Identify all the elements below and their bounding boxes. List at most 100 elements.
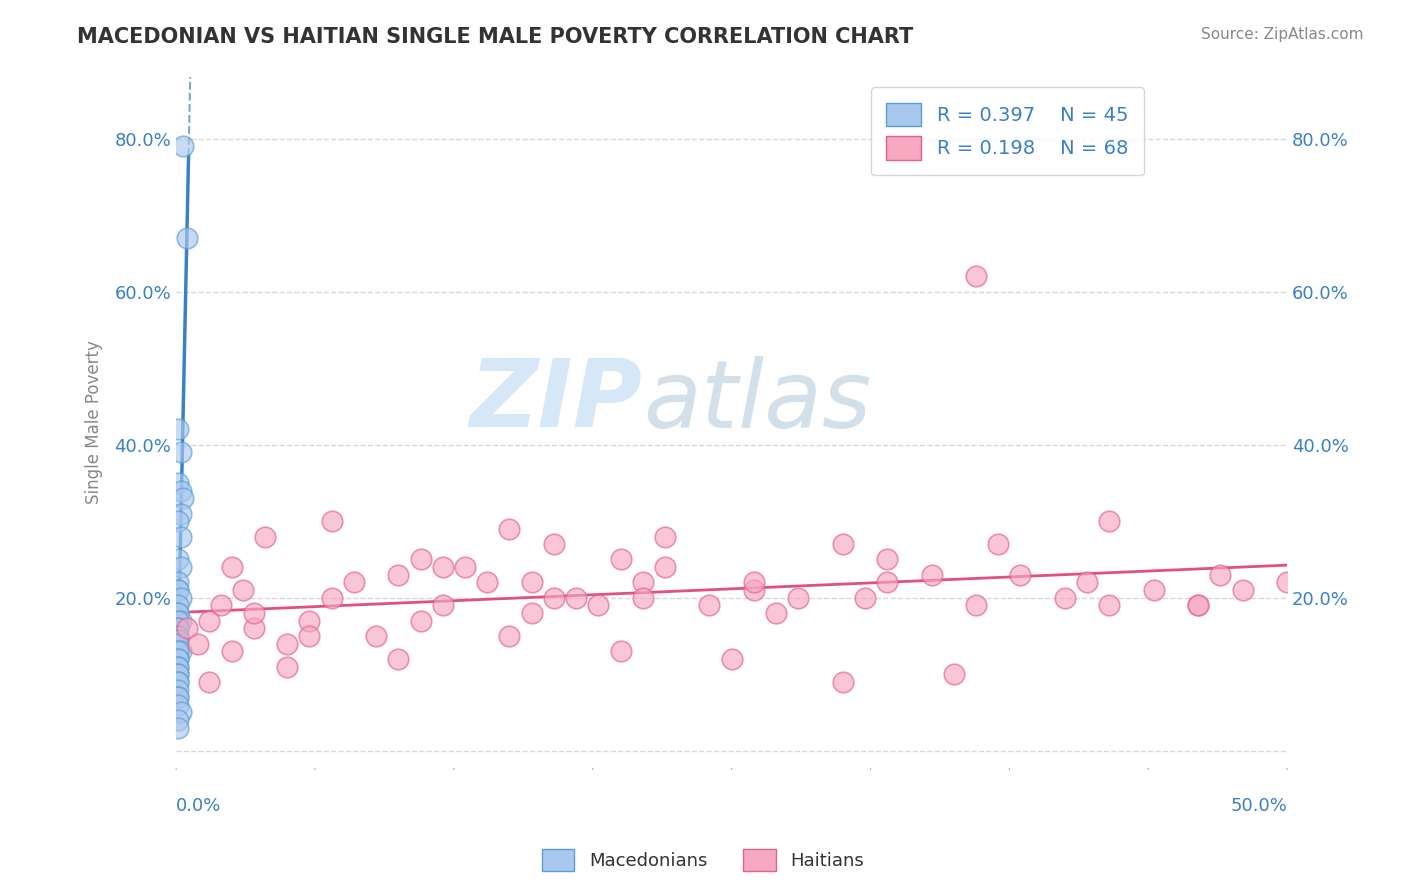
Point: [543, 591, 565, 605]
Text: MACEDONIAN VS HAITIAN SINGLE MALE POVERTY CORRELATION CHART: MACEDONIAN VS HAITIAN SINGLE MALE POVERT…: [77, 27, 914, 46]
Point: [167, 667, 190, 681]
Point: [167, 659, 190, 673]
Point: [477, 575, 499, 590]
Point: [167, 552, 190, 566]
Point: [1232, 583, 1254, 598]
Point: [720, 652, 742, 666]
Point: [167, 583, 190, 598]
Point: [1098, 514, 1121, 528]
Point: [167, 629, 190, 643]
Point: [169, 483, 191, 498]
Point: [631, 575, 654, 590]
Point: [167, 575, 190, 590]
Point: [221, 560, 243, 574]
Point: [167, 621, 190, 635]
Point: [276, 637, 298, 651]
Point: [167, 652, 190, 666]
Point: [432, 560, 454, 574]
Point: [167, 644, 190, 658]
Point: [588, 599, 610, 613]
Point: [167, 644, 190, 658]
Point: [321, 591, 343, 605]
Point: [742, 583, 765, 598]
Point: [167, 674, 190, 689]
Point: [198, 614, 221, 628]
Point: [176, 621, 198, 635]
Point: [298, 629, 321, 643]
Point: [965, 599, 987, 613]
Point: [699, 599, 721, 613]
Point: [167, 690, 190, 705]
Point: [1076, 575, 1098, 590]
Point: [742, 575, 765, 590]
Point: [1209, 567, 1232, 582]
Point: [253, 529, 276, 543]
Text: atlas: atlas: [643, 356, 870, 447]
Point: [298, 614, 321, 628]
Point: [167, 690, 190, 705]
Point: [409, 614, 432, 628]
Point: [343, 575, 366, 590]
Point: [167, 606, 190, 620]
Point: [520, 575, 543, 590]
Point: [167, 422, 190, 436]
Point: [387, 652, 409, 666]
Point: [167, 667, 190, 681]
Point: [1187, 599, 1209, 613]
Point: [169, 507, 191, 521]
Text: 0.0%: 0.0%: [176, 797, 222, 814]
Point: [232, 583, 254, 598]
Point: [169, 706, 191, 720]
Point: [987, 537, 1010, 551]
Point: [565, 591, 588, 605]
Point: [243, 621, 266, 635]
Point: [167, 682, 190, 697]
Point: [876, 575, 898, 590]
Point: [1187, 599, 1209, 613]
Point: [167, 659, 190, 673]
Point: [187, 637, 209, 651]
Point: [221, 644, 243, 658]
Point: [169, 644, 191, 658]
Point: [609, 644, 631, 658]
Point: [942, 667, 965, 681]
Text: ZIP: ZIP: [470, 355, 643, 447]
Point: [432, 599, 454, 613]
Point: [787, 591, 810, 605]
Point: [167, 721, 190, 735]
Point: [921, 567, 943, 582]
Point: [169, 614, 191, 628]
Point: [167, 621, 190, 635]
Point: [1010, 567, 1032, 582]
Point: [654, 529, 676, 543]
Point: [176, 231, 198, 245]
Point: [543, 537, 565, 551]
Point: [321, 514, 343, 528]
Point: [1275, 575, 1298, 590]
Text: Source: ZipAtlas.com: Source: ZipAtlas.com: [1201, 27, 1364, 42]
Point: [167, 637, 190, 651]
Point: [169, 529, 191, 543]
Legend: R = 0.397    N = 45, R = 0.198    N = 68: R = 0.397 N = 45, R = 0.198 N = 68: [870, 87, 1144, 176]
Point: [454, 560, 477, 574]
Point: [167, 713, 190, 727]
Point: [209, 599, 232, 613]
Point: [167, 475, 190, 490]
Point: [520, 606, 543, 620]
Point: [167, 614, 190, 628]
Point: [609, 552, 631, 566]
Text: 50.0%: 50.0%: [1230, 797, 1286, 814]
Point: [167, 606, 190, 620]
Point: [409, 552, 432, 566]
Point: [654, 560, 676, 574]
Point: [1098, 599, 1121, 613]
Point: [498, 522, 520, 536]
Point: [831, 674, 853, 689]
Point: [765, 606, 787, 620]
Point: [167, 514, 190, 528]
Point: [198, 674, 221, 689]
Point: [167, 652, 190, 666]
Point: [631, 591, 654, 605]
Point: [167, 599, 190, 613]
Point: [169, 591, 191, 605]
